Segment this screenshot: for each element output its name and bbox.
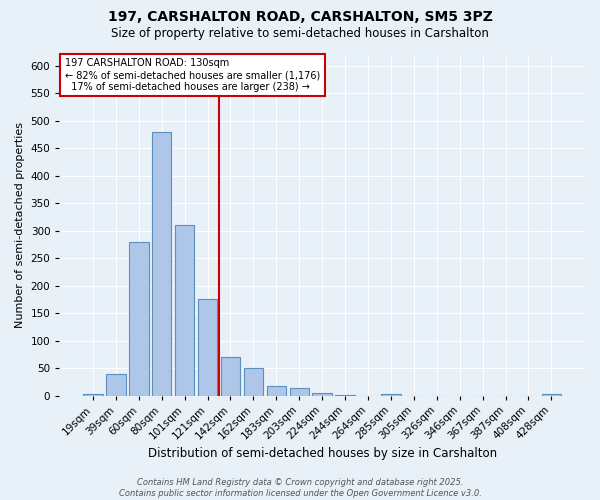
Bar [83, 394, 103, 396]
Text: 197 CARSHALTON ROAD: 130sqm
← 82% of semi-detached houses are smaller (1,176)
  : 197 CARSHALTON ROAD: 130sqm ← 82% of sem… [65, 58, 320, 92]
Text: Contains HM Land Registry data © Crown copyright and database right 2025.
Contai: Contains HM Land Registry data © Crown c… [119, 478, 481, 498]
Bar [244, 368, 263, 396]
Bar [152, 132, 172, 396]
Bar [335, 395, 355, 396]
Bar [175, 226, 194, 396]
Bar [266, 386, 286, 396]
Bar [106, 374, 125, 396]
Bar [381, 394, 401, 396]
Bar [198, 300, 217, 396]
Bar [290, 388, 309, 396]
Text: 197, CARSHALTON ROAD, CARSHALTON, SM5 3PZ: 197, CARSHALTON ROAD, CARSHALTON, SM5 3P… [107, 10, 493, 24]
Bar [129, 242, 149, 396]
Bar [542, 394, 561, 396]
Text: Size of property relative to semi-detached houses in Carshalton: Size of property relative to semi-detach… [111, 28, 489, 40]
Bar [313, 394, 332, 396]
X-axis label: Distribution of semi-detached houses by size in Carshalton: Distribution of semi-detached houses by … [148, 447, 497, 460]
Y-axis label: Number of semi-detached properties: Number of semi-detached properties [15, 122, 25, 328]
Bar [221, 357, 240, 396]
